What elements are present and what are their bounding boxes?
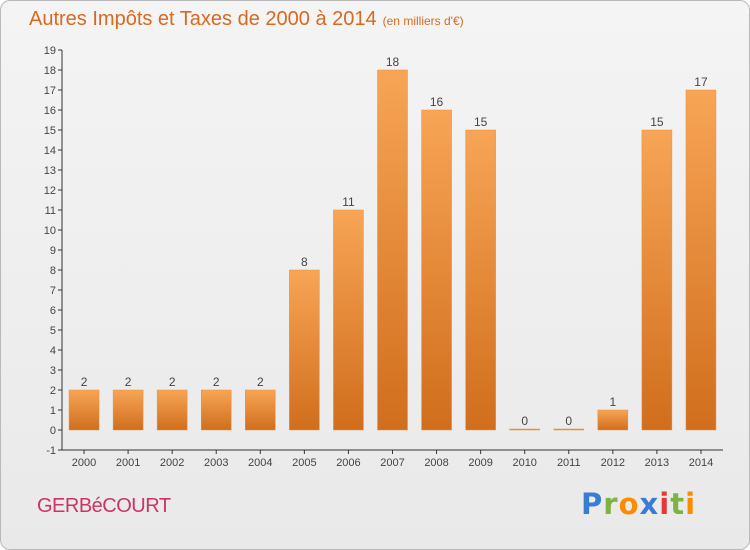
x-tick-label: 2013: [645, 457, 669, 469]
proxiti-logo: Proxiti: [581, 487, 697, 521]
x-tick-label: 2006: [336, 457, 360, 469]
y-tick-label: 9: [50, 245, 56, 257]
bar: [245, 389, 276, 431]
x-tick-label: 2002: [160, 457, 184, 469]
chart-title-text: Autres Impôts et Taxes de 2000 à 2014: [29, 8, 377, 30]
bar-value-label: 2: [169, 375, 176, 389]
bar: [553, 428, 585, 431]
bar-value-label: 1: [609, 395, 616, 409]
bar: [509, 428, 540, 431]
y-tick-label: 0: [50, 425, 56, 437]
x-tick-label: 2004: [248, 457, 272, 469]
bar-value-label: 0: [565, 414, 572, 428]
bar-value-label: 0: [521, 414, 528, 428]
y-tick-label: 5: [50, 325, 56, 337]
x-tick-label: 2003: [204, 457, 228, 469]
y-tick-label: 10: [44, 225, 56, 237]
commune-name: GERBéCOURT: [37, 495, 171, 517]
bar-value-label: 16: [430, 95, 444, 109]
bar: [685, 89, 717, 431]
x-tick-label: 2012: [601, 457, 625, 469]
y-tick-label: 4: [50, 345, 56, 357]
y-tick-label: -1: [46, 445, 56, 457]
bar: [641, 129, 673, 431]
bar: [200, 389, 232, 431]
y-tick-label: 17: [44, 85, 56, 97]
y-tick-label: 6: [50, 305, 56, 317]
x-tick-label: 2005: [292, 457, 316, 469]
x-tick-label: 2010: [512, 457, 536, 469]
x-tick-label: 2007: [380, 457, 404, 469]
y-tick-label: 2: [50, 385, 56, 397]
bar-value-label: 15: [474, 115, 488, 129]
bar-value-label: 17: [694, 75, 708, 89]
y-tick-label: 15: [44, 125, 56, 137]
bar: [289, 269, 320, 431]
y-tick-label: 1: [50, 405, 56, 417]
bar-value-label: 18: [386, 55, 400, 69]
x-tick-label: 2001: [116, 457, 140, 469]
y-tick-label: 19: [44, 45, 56, 57]
y-tick-label: 11: [45, 205, 56, 217]
bar: [465, 129, 496, 431]
x-tick-label: 2009: [468, 457, 492, 469]
y-tick-label: 3: [50, 365, 56, 377]
y-tick-label: 18: [44, 65, 56, 77]
bar: [68, 389, 100, 431]
chart-title: Autres Impôts et Taxes de 2000 à 2014 (en…: [29, 8, 464, 31]
x-tick-label: 2011: [557, 457, 581, 469]
bar: [333, 209, 364, 431]
y-tick-label: 16: [44, 105, 56, 117]
y-tick-label: 14: [44, 145, 56, 157]
y-tick-label: 8: [50, 265, 56, 277]
bar-value-label: 15: [650, 115, 664, 129]
bar: [377, 69, 408, 431]
bar-value-label: 2: [81, 375, 88, 389]
y-tick-label: 7: [50, 285, 56, 297]
y-tick-label: 13: [44, 165, 56, 177]
chart-unit: (en milliers d'€): [382, 14, 464, 28]
bar-value-label: 2: [213, 375, 220, 389]
bar: [112, 389, 144, 431]
bar: [156, 389, 188, 431]
bar-value-label: 2: [125, 375, 132, 389]
x-tick-label: 2008: [424, 457, 448, 469]
x-tick-label: 2000: [72, 457, 96, 469]
bar: [421, 109, 452, 431]
bar-value-label: 2: [257, 375, 264, 389]
x-tick-label: 2014: [689, 457, 713, 469]
bar: [597, 409, 629, 431]
bar-value-label: 11: [342, 195, 355, 209]
y-tick-label: 12: [44, 185, 56, 197]
bar-value-label: 8: [301, 255, 308, 269]
